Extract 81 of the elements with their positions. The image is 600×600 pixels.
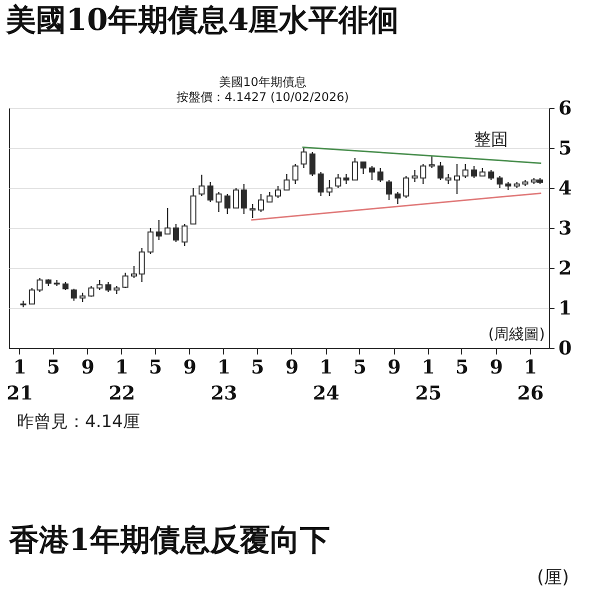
candlestick xyxy=(80,292,86,303)
x-tick-label: 9 xyxy=(183,356,196,378)
x-tick-label: 1 22 xyxy=(108,356,136,404)
candlestick xyxy=(326,179,332,197)
candlestick xyxy=(250,203,256,219)
candlestick xyxy=(284,173,290,191)
candlestick xyxy=(403,175,410,199)
x-tick-label: 9 xyxy=(285,356,299,378)
y-tick-label: 6 xyxy=(558,98,572,120)
candlestick xyxy=(240,183,247,215)
candlestick xyxy=(309,151,316,177)
x-tick-label: 9 xyxy=(388,356,401,378)
x-tick-label: 5 xyxy=(250,356,264,378)
candlestick xyxy=(172,223,179,243)
x-tick-label: 9 xyxy=(490,356,503,378)
candlestick xyxy=(377,167,384,183)
candlestick xyxy=(420,163,426,185)
x-tick-label: 5 xyxy=(455,356,469,378)
candlestick xyxy=(70,288,77,302)
candlestick xyxy=(471,165,478,179)
candlestick xyxy=(216,191,222,213)
candlestick xyxy=(428,155,435,169)
candlestick xyxy=(496,175,503,189)
x-tick-label: 1 24 xyxy=(312,356,340,404)
x-tick-label: 1 25 xyxy=(415,356,442,404)
candlestick xyxy=(96,279,103,291)
candlestick xyxy=(164,207,171,235)
x-tick-label: 1 26 xyxy=(517,356,544,404)
x-tick-label: 9 xyxy=(81,356,94,378)
y-tick-label: 4 xyxy=(558,178,572,200)
text: 按盤價：4.1427 (10/02/2026) xyxy=(176,90,349,104)
candlestick xyxy=(454,163,460,195)
candlestick xyxy=(462,163,468,179)
y-tick-label: 1 xyxy=(558,298,572,320)
candlestick xyxy=(292,163,298,185)
candlestick xyxy=(224,193,230,215)
candlestick xyxy=(131,265,138,279)
y-tick-label: 3 xyxy=(558,218,572,240)
candlestick xyxy=(105,281,112,293)
text: 香港1年期債息反覆向下 xyxy=(8,523,330,558)
candlestick xyxy=(138,247,145,283)
candlestick xyxy=(88,285,94,298)
candlestick xyxy=(275,185,282,199)
candlestick xyxy=(300,146,307,169)
candlestick xyxy=(368,165,375,181)
candlestick xyxy=(394,191,401,205)
text: 昨曾見：4.14厘 xyxy=(17,412,140,432)
candlestick xyxy=(28,287,35,305)
candlestick xyxy=(412,169,418,183)
y-tick-label: 2 xyxy=(558,258,572,280)
candlestick xyxy=(318,171,324,197)
x-tick-label: 1 21 xyxy=(6,356,34,404)
candlestick xyxy=(182,223,188,247)
candlestick xyxy=(386,179,392,201)
annotation: (周綫圖) xyxy=(488,325,545,343)
candlestick xyxy=(360,161,366,175)
candlestick xyxy=(335,173,342,189)
annotation: 整固 xyxy=(474,130,508,150)
x-tick-label: 5 xyxy=(46,356,60,378)
candlestick xyxy=(198,174,205,197)
candlestick xyxy=(343,173,350,185)
chart-subtitle: 美國10年期債息 xyxy=(219,75,306,89)
candlestick xyxy=(207,181,214,203)
candlestick xyxy=(148,227,154,255)
candlestick xyxy=(156,219,162,241)
candlestick xyxy=(445,173,452,185)
candlestick xyxy=(122,272,128,289)
candlestick xyxy=(36,277,43,293)
x-tick-label: 5 xyxy=(148,356,162,378)
candlestick xyxy=(437,161,444,181)
x-tick-label: 1 23 xyxy=(210,356,238,404)
y-tick-label: 5 xyxy=(558,138,572,160)
text: (厘) xyxy=(536,567,569,588)
candlestick xyxy=(488,169,494,181)
y-tick-label: 0 xyxy=(558,338,572,360)
candlestick xyxy=(352,157,358,181)
candlestick xyxy=(233,187,240,209)
candlestick xyxy=(266,191,273,203)
chart-title: 美國10年期債息4厘水平徘徊 xyxy=(5,3,399,38)
candlestick xyxy=(258,193,264,213)
x-tick-label: 5 xyxy=(353,356,367,378)
